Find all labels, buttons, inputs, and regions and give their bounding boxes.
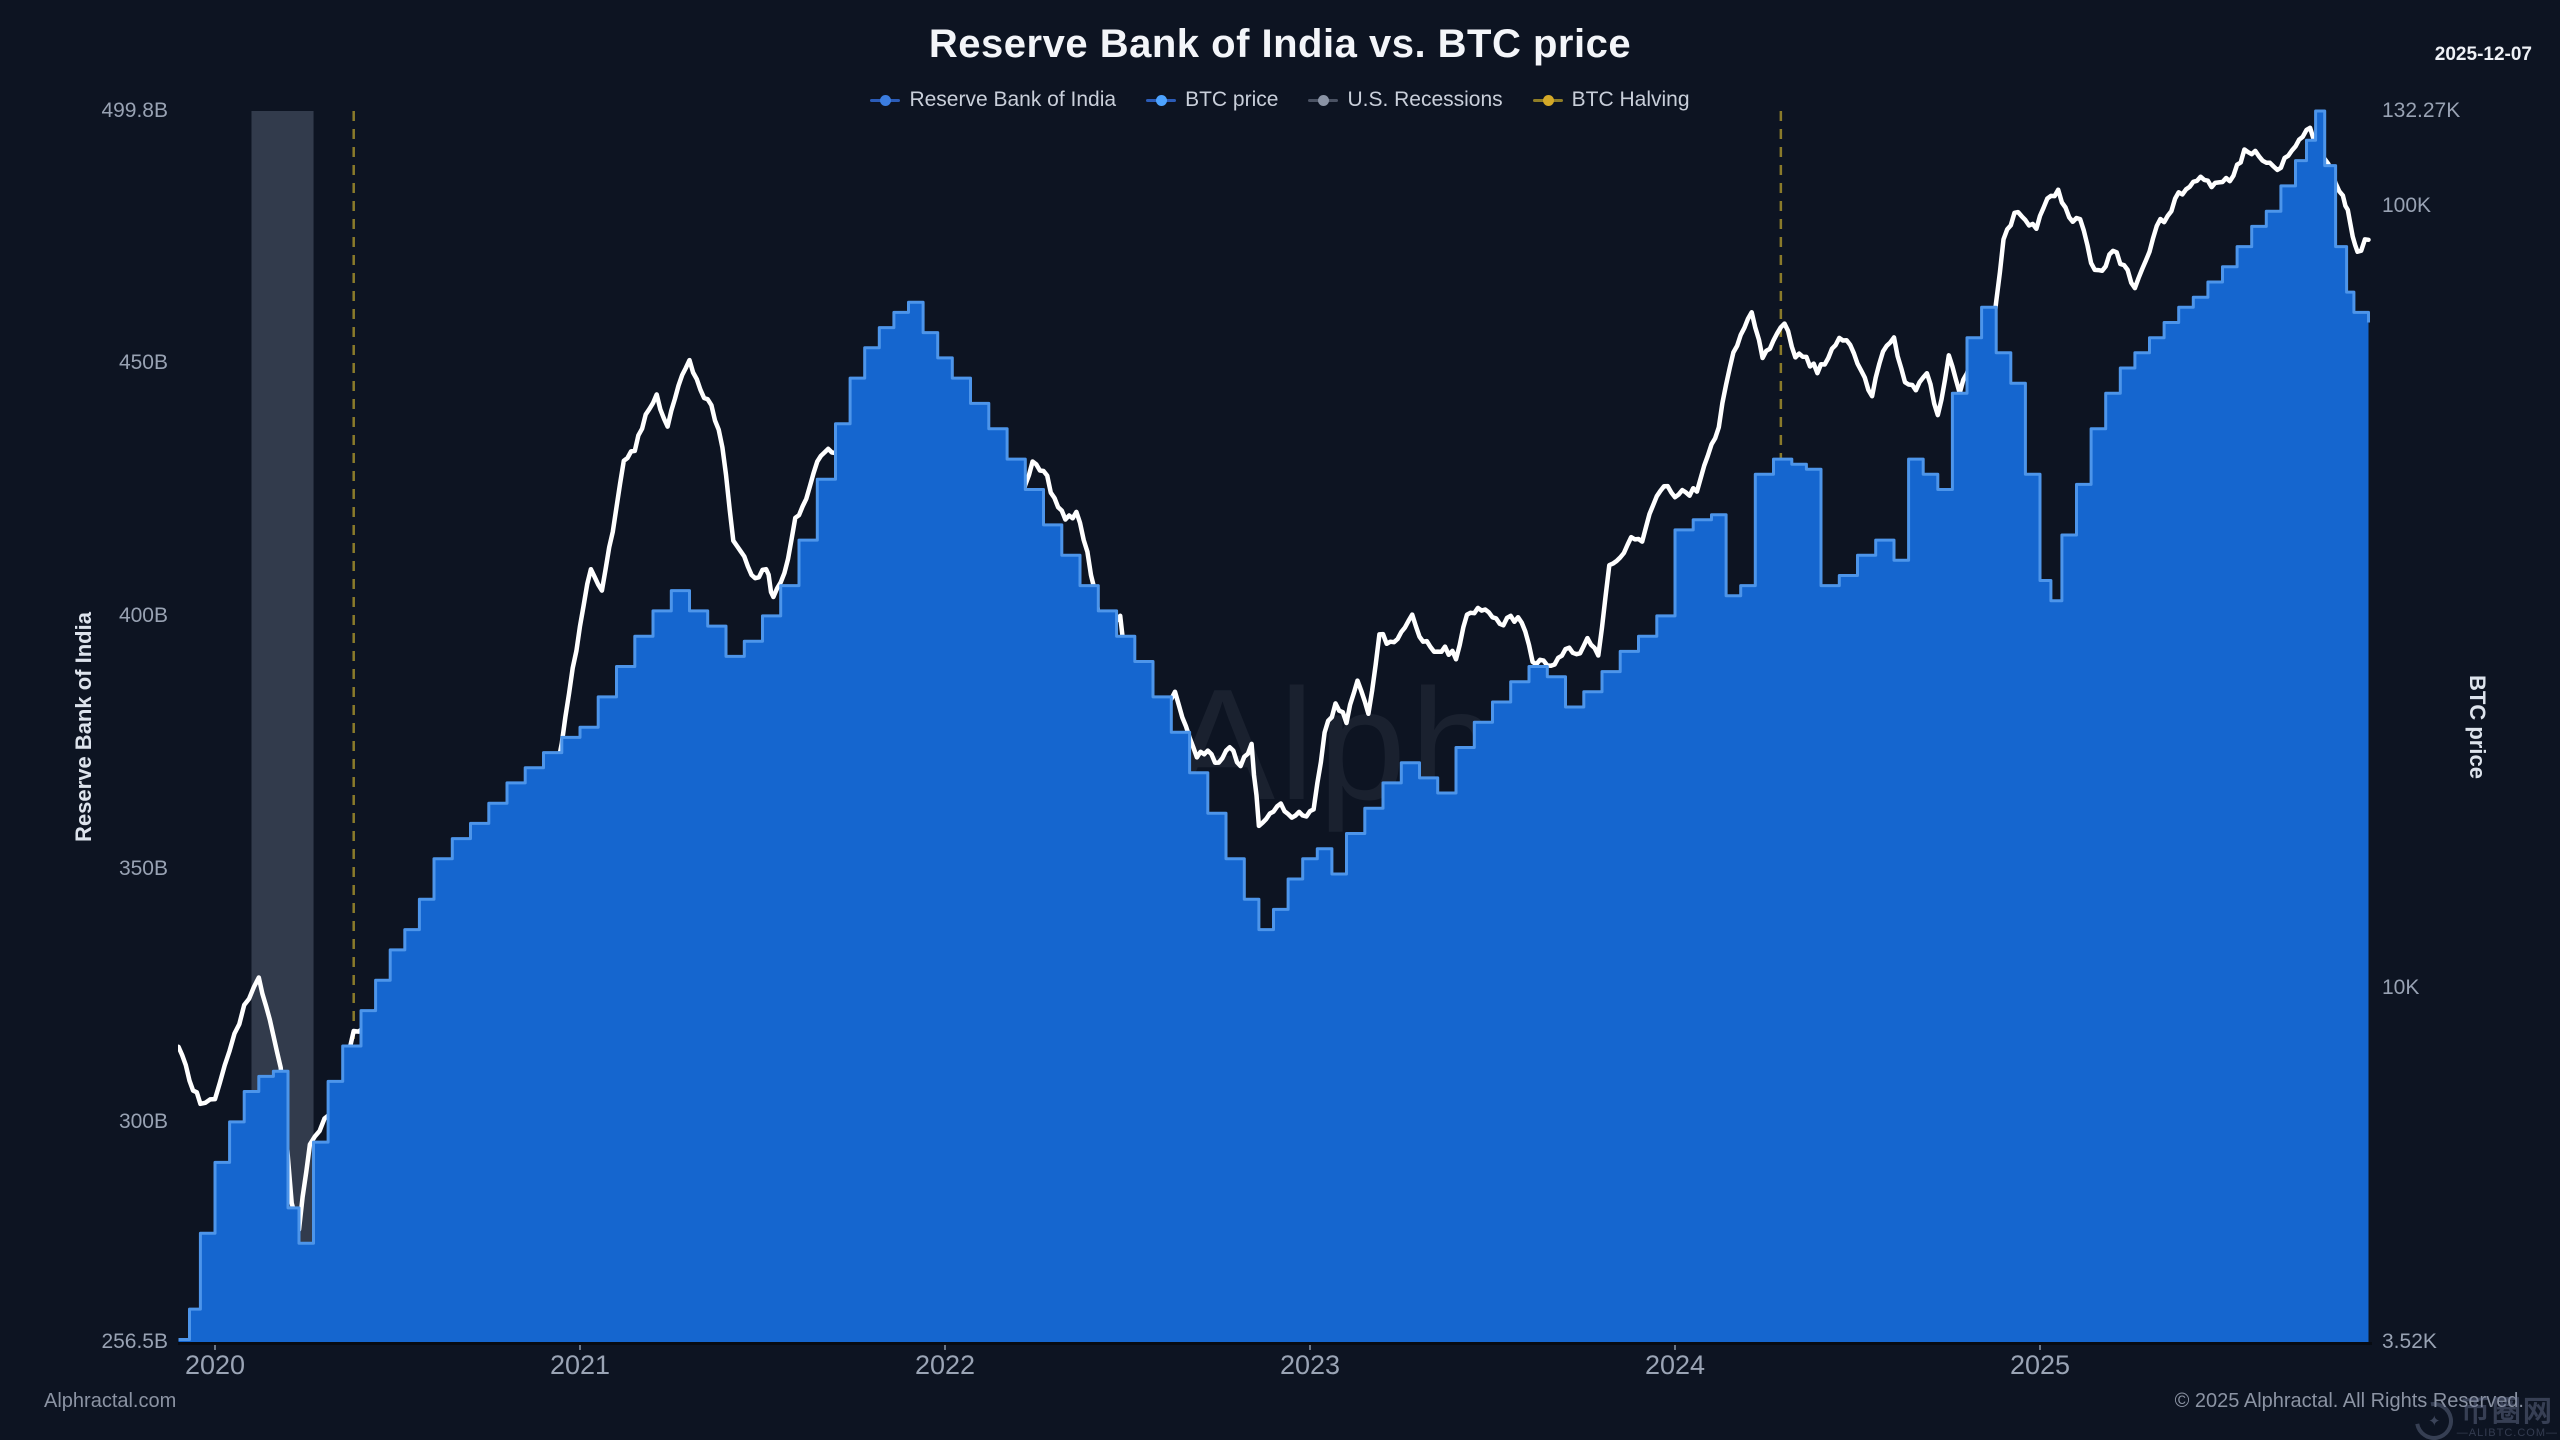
corner-watermark-cn-text: 币圈网: [2460, 1396, 2554, 1428]
legend-marker-btc-icon: [1146, 94, 1177, 106]
x-axis-tick-label: 2025: [2009, 1350, 2071, 1380]
rbi-area-series: [178, 111, 2369, 1342]
legend: Reserve Bank of India BTC price U.S. Rec…: [0, 88, 2560, 112]
footer-copyright: © 2025 Alphractal. All Rights Reserved.: [2174, 1390, 2524, 1412]
x-axis-tick-label: 2024: [1644, 1350, 1706, 1380]
legend-item-reserve-bank-of-india[interactable]: Reserve Bank of India: [870, 88, 1116, 112]
y-left-tick-label: 499.8B: [101, 99, 168, 122]
x-axis-tick-label: 2021: [549, 1350, 611, 1380]
legend-item-btc-halving[interactable]: BTC Halving: [1532, 88, 1690, 112]
legend-marker-halving-icon: [1532, 94, 1563, 106]
y-right-tick-label: 3.52K: [2382, 1330, 2437, 1353]
x-axis-tick-label: 2020: [184, 1350, 246, 1380]
legend-item-label: BTC Halving: [1571, 88, 1690, 111]
x-axis-tick-label: 2022: [914, 1350, 976, 1380]
y-left-tick-label: 300B: [118, 1109, 168, 1133]
btc-price-line-series: [178, 125, 2371, 1232]
corner-watermark: ✦ 币圈网 —ALIBTC.COM—: [2407, 1394, 2558, 1440]
y-left-tick-label: 256.5B: [101, 1330, 168, 1353]
legend-item-us-recessions[interactable]: U.S. Recessions: [1308, 88, 1503, 112]
legend-marker-recession-icon: [1308, 94, 1339, 106]
x-axis-line: [178, 1342, 2372, 1345]
rbi-area-edge: [178, 109, 2370, 1341]
chart-date: 2025-12-07: [2434, 44, 2532, 65]
legend-item-btc-price[interactable]: BTC price: [1146, 88, 1278, 112]
y-left-tick-label: 450B: [118, 350, 168, 374]
y-right-tick-label: 100K: [2382, 193, 2432, 217]
y-left-tick-label: 350B: [118, 856, 168, 880]
corner-watermark-sub-text: —ALIBTC.COM—: [2456, 1427, 2558, 1439]
y-right-tick-label: 132.27K: [2382, 99, 2461, 122]
y-right-tick-label: 10K: [2382, 975, 2420, 999]
legend-marker-rbi-icon: [870, 94, 901, 106]
legend-item-label: BTC price: [1185, 88, 1279, 111]
x-axis-tick-label: 2023: [1279, 1350, 1341, 1380]
corner-watermark-logo-icon: ✦: [2407, 1394, 2461, 1440]
legend-item-label: Reserve Bank of India: [909, 88, 1117, 111]
page-title: Reserve Bank of India vs. BTC price: [928, 22, 1632, 66]
footer-site-label: Alphractal.com: [44, 1390, 177, 1412]
y-left-tick-label: 400B: [118, 603, 168, 627]
legend-item-label: U.S. Recessions: [1347, 88, 1503, 111]
